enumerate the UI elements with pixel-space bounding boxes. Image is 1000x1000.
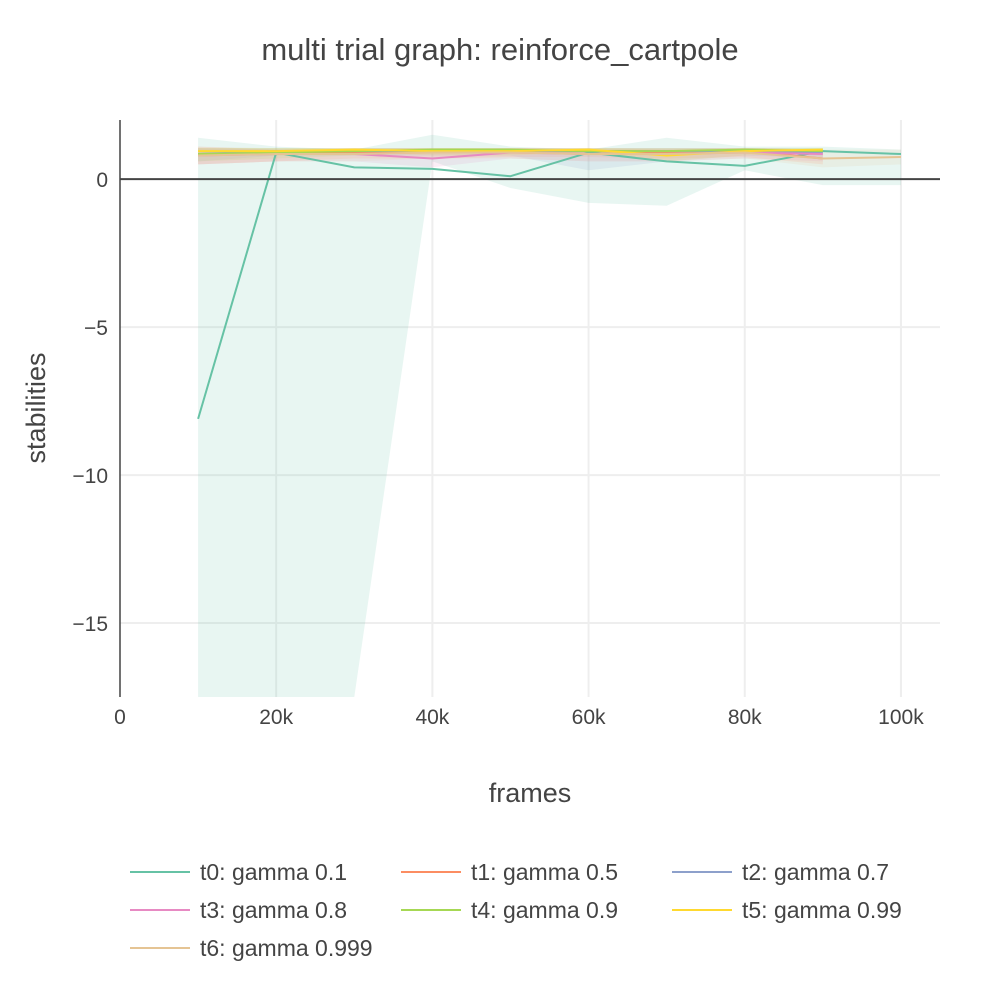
x-axis-title: frames (489, 778, 572, 808)
legend-label: t5: gamma 0.99 (742, 897, 902, 923)
series-line-t4 (198, 148, 823, 156)
legend-item-t6: t6: gamma 0.999 (130, 935, 373, 961)
x-tick-label: 20k (259, 706, 293, 729)
confidence-bands (198, 134, 901, 698)
y-axis-title: stabilities (21, 352, 51, 463)
x-tick-labels: 0 20k 40k 60k 80k 100k (114, 706, 924, 729)
y-tick-label: −5 (84, 317, 108, 340)
legend-label: t0: gamma 0.1 (200, 859, 347, 885)
legend-label: t2: gamma 0.7 (742, 859, 889, 885)
x-tick-label: 0 (114, 706, 126, 729)
legend-item-t4: t4: gamma 0.9 (401, 897, 618, 923)
legend-item-t1: t1: gamma 0.5 (401, 859, 618, 885)
legend-label: t1: gamma 0.5 (471, 859, 618, 885)
y-tick-labels: 0 −5 −10 −15 (72, 169, 108, 636)
legend: t0: gamma 0.1 t1: gamma 0.5 t2: gamma 0.7 t… (130, 859, 902, 961)
legend-item-t2: t2: gamma 0.7 (672, 859, 889, 885)
band-t0 (198, 134, 901, 698)
axes (119, 120, 940, 697)
series-line-t6 (198, 151, 901, 160)
y-tick-label: 0 (96, 169, 108, 192)
x-tick-label: 80k (728, 706, 762, 729)
series-lines (197, 148, 901, 420)
legend-item-t3: t3: gamma 0.8 (130, 897, 347, 923)
legend-label: t6: gamma 0.999 (200, 935, 373, 961)
y-tick-label: −10 (72, 465, 108, 488)
legend-item-t0: t0: gamma 0.1 (130, 859, 347, 885)
legend-item-t5: t5: gamma 0.99 (672, 897, 902, 923)
y-tick-label: −15 (72, 613, 108, 636)
x-tick-label: 100k (878, 706, 924, 729)
legend-label: t3: gamma 0.8 (200, 897, 347, 923)
grid (120, 120, 940, 697)
legend-label: t4: gamma 0.9 (471, 897, 618, 923)
x-tick-label: 40k (415, 706, 449, 729)
chart-title: multi trial graph: reinforce_cartpole (261, 32, 738, 67)
x-tick-label: 60k (572, 706, 606, 729)
series-line-t0 (197, 150, 901, 420)
